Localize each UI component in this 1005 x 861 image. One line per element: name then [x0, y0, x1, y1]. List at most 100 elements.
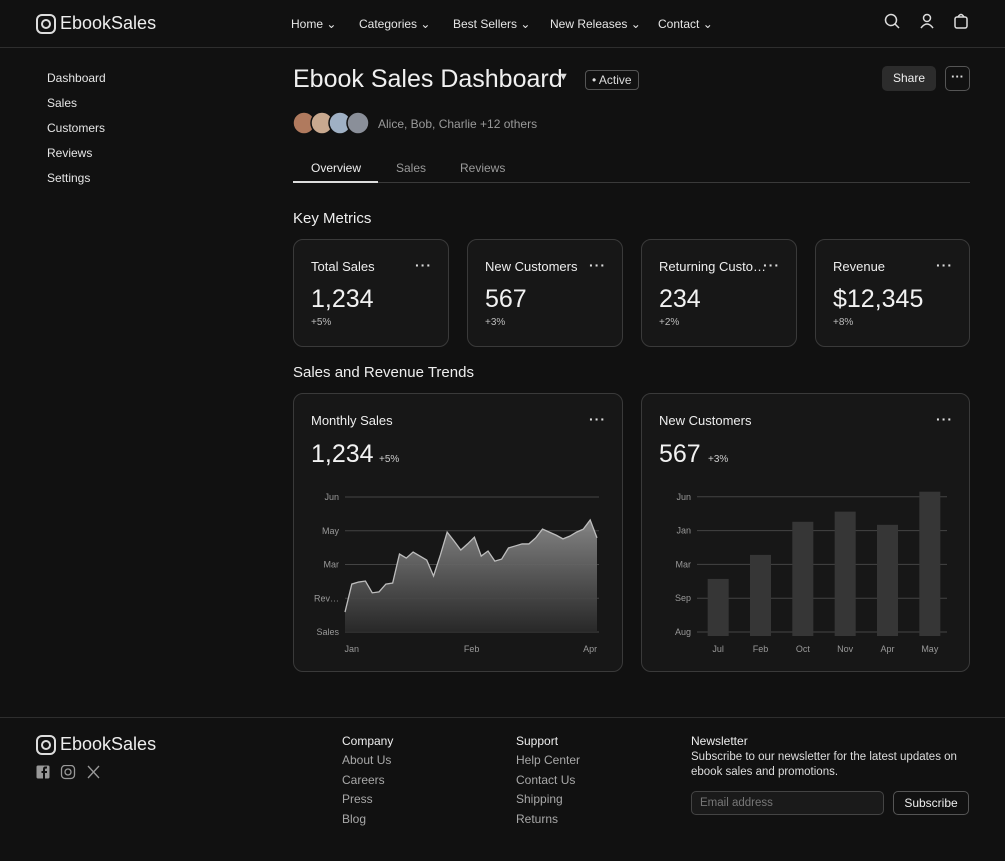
page-title: Ebook Sales Dashboard	[293, 65, 563, 93]
tab-border	[293, 182, 970, 183]
tab[interactable]: Overview	[311, 161, 362, 175]
y-tick-label: Sep	[675, 593, 691, 603]
sidebar-link[interactable]: Reviews	[47, 146, 93, 160]
x-tick-label: Jan	[345, 644, 360, 654]
tab[interactable]: Reviews	[460, 161, 506, 175]
nav-label: Home	[291, 17, 324, 31]
nav-label: Categories	[359, 17, 418, 31]
metric-value: 567	[485, 285, 527, 313]
chart-total: 567	[659, 440, 701, 468]
header-icons[interactable]	[883, 12, 973, 32]
footer-link[interactable]: Returns	[516, 812, 559, 826]
bar	[792, 521, 814, 636]
social-icons[interactable]	[36, 765, 102, 780]
y-tick-label: Jun	[676, 492, 691, 502]
nav-label: Best Sellers	[453, 17, 518, 31]
status-text: Active	[598, 73, 632, 87]
metric-label: New Customers	[485, 259, 578, 274]
bar	[750, 554, 771, 636]
metric-value: $12,345	[833, 285, 924, 313]
section-heading: Sales and Revenue Trends	[293, 364, 474, 381]
logo-icon	[36, 735, 56, 755]
y-tick-label: Sales	[316, 627, 339, 637]
brand[interactable]: EbookSales	[60, 13, 157, 33]
brand[interactable]: EbookSales	[60, 734, 157, 754]
metric-change: +5%	[311, 317, 332, 328]
x-tick-label: Oct	[796, 644, 811, 654]
nav-item[interactable]: New Releases ⌄	[550, 17, 641, 31]
nav-item[interactable]: Contact ⌄	[658, 17, 713, 31]
x-tick-label: Jul	[712, 644, 724, 654]
metric-label: Returning Custo…	[659, 259, 766, 274]
nav-item[interactable]: Categories ⌄	[359, 17, 431, 31]
card-menu[interactable]: ···	[936, 411, 953, 427]
x-tick-label: Apr	[583, 644, 597, 654]
status-badge: • Active	[585, 70, 639, 90]
metric-value: 234	[659, 285, 701, 313]
bar	[834, 511, 856, 636]
newsletter-text: Subscribe to our newsletter for the late…	[691, 751, 957, 778]
card-menu[interactable]: ···	[589, 257, 606, 273]
share-button[interactable]: Share	[882, 66, 936, 91]
sidebar-link[interactable]: Customers	[47, 121, 106, 135]
chart-card: New Customers ··· 567 +3% Aug Sep Mar Jan Ju…	[641, 393, 970, 672]
footer-link[interactable]: Blog	[342, 812, 367, 826]
nav-item[interactable]: Best Sellers ⌄	[453, 17, 531, 31]
bar	[707, 578, 729, 636]
metric-change: +2%	[659, 317, 680, 328]
card-menu[interactable]: ···	[763, 257, 780, 273]
chart-change: +3%	[708, 454, 729, 465]
more-button[interactable]: ···	[945, 66, 970, 91]
x-tick-label: Apr	[880, 644, 894, 654]
nav-label: Contact	[658, 17, 700, 31]
metric-value: 1,234	[311, 285, 374, 313]
x-tick-label: Feb	[464, 644, 480, 654]
tab[interactable]: Sales	[396, 161, 427, 175]
chart-total: 1,234	[311, 440, 374, 468]
chart-card: Monthly Sales ··· 1,234 +5% Sales Rev… Mar…	[293, 393, 623, 672]
footer-link[interactable]: Contact Us	[516, 773, 576, 787]
area	[345, 519, 597, 632]
title-caret[interactable]: ▼	[558, 71, 569, 83]
footer-link[interactable]: About Us	[342, 753, 392, 767]
email-input[interactable]: Email address	[691, 791, 884, 815]
chart: Sales Rev… Mar May Jun Jan Feb Apr	[314, 492, 599, 654]
y-tick-label: Rev…	[314, 593, 339, 603]
card-menu[interactable]: ···	[589, 411, 606, 427]
footer-heading: Company	[342, 734, 394, 748]
members: Alice, Bob, Charlie +12 others	[378, 117, 538, 131]
chart-change: +5%	[379, 454, 400, 465]
card-menu[interactable]: ···	[415, 257, 432, 273]
y-tick-label: Jan	[676, 526, 691, 536]
metric-card: Returning Custo… ··· 234 +2%	[641, 239, 797, 347]
x-tick-label: Feb	[753, 644, 769, 654]
chart: Aug Sep Mar Jan Jun Jul Feb Oct Nov Apr May	[675, 491, 947, 654]
footer-heading: Newsletter	[691, 734, 748, 748]
card-menu[interactable]: ···	[936, 257, 953, 273]
y-tick-label: May	[322, 526, 340, 536]
footer-link[interactable]: Press	[342, 792, 373, 806]
sidebar-link[interactable]: Settings	[47, 171, 91, 185]
y-tick-label: Mar	[676, 559, 692, 569]
bar	[919, 491, 941, 636]
avatars	[292, 111, 370, 135]
section-heading: Key Metrics	[293, 210, 372, 227]
footer-link[interactable]: Shipping	[516, 792, 563, 806]
sidebar-link[interactable]: Sales	[47, 96, 78, 110]
footer-border	[0, 717, 1005, 718]
bar	[877, 524, 898, 636]
header-border	[0, 47, 1005, 48]
nav-item[interactable]: Home ⌄	[291, 17, 337, 31]
metric-change: +3%	[485, 317, 506, 328]
y-tick-label: Aug	[675, 627, 691, 637]
subscribe-button[interactable]: Subscribe	[893, 791, 969, 815]
metric-card: Revenue ··· $12,345 +8%	[815, 239, 970, 347]
footer-link[interactable]: Help Center	[516, 753, 581, 767]
metric-label: Total Sales	[311, 259, 375, 274]
sidebar-link[interactable]: Dashboard	[47, 71, 106, 85]
metric-label: Revenue	[833, 259, 886, 274]
footer-heading: Support	[516, 734, 559, 748]
footer-link[interactable]: Careers	[342, 773, 385, 787]
x-tick-label: Nov	[837, 644, 854, 654]
